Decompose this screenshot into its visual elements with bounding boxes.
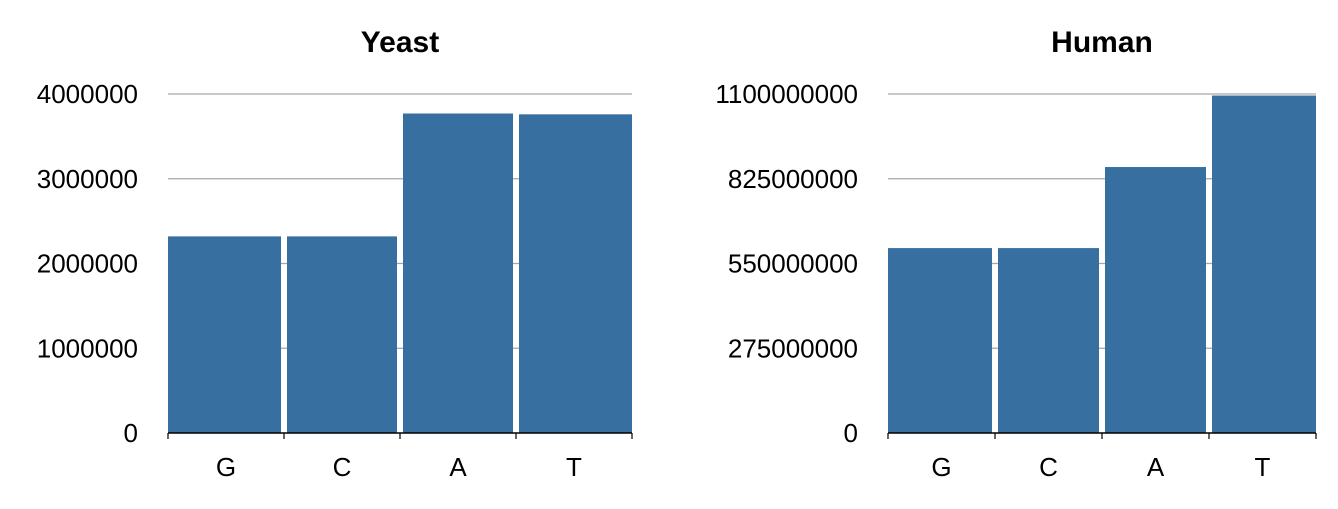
y-tick-label: 0 bbox=[124, 418, 138, 448]
y-tick-label: 550000000 bbox=[728, 249, 858, 279]
x-tick-label: T bbox=[566, 452, 582, 482]
y-tick-labels: 0 1000000 2000000 3000000 4000000 bbox=[37, 79, 138, 448]
bar-c bbox=[998, 248, 1099, 433]
x-tick-label: A bbox=[1147, 452, 1165, 482]
x-tick-label: C bbox=[333, 452, 352, 482]
y-tick-label: 275000000 bbox=[728, 333, 858, 363]
x-tick-label: A bbox=[449, 452, 467, 482]
y-tick-label: 3000000 bbox=[37, 164, 138, 194]
x-axis bbox=[167, 432, 633, 439]
y-tick-label: 1000000 bbox=[37, 333, 138, 363]
bar-c bbox=[287, 236, 397, 433]
x-tick-label: G bbox=[216, 452, 236, 482]
chart-title: Yeast bbox=[361, 26, 439, 59]
x-axis bbox=[887, 432, 1317, 439]
bar-a bbox=[1105, 167, 1206, 433]
y-tick-label: 1100000000 bbox=[715, 79, 858, 109]
chart-human: 0 275000000 550000000 825000000 1100000000 G… bbox=[715, 26, 1317, 482]
x-tick-label: C bbox=[1039, 452, 1058, 482]
bar-a bbox=[403, 113, 513, 434]
bar-g bbox=[168, 236, 281, 433]
y-tick-labels: 0 275000000 550000000 825000000 1100000000 bbox=[715, 79, 858, 448]
bars bbox=[168, 113, 632, 434]
bar-t bbox=[1212, 95, 1316, 434]
x-tick-label: T bbox=[1255, 452, 1271, 482]
x-tick-label: G bbox=[931, 452, 951, 482]
chart-yeast: 0 1000000 2000000 3000000 4000000 G C A T Yeast bbox=[37, 26, 633, 482]
bar-g bbox=[888, 248, 992, 433]
chart-title: Human bbox=[1051, 26, 1153, 59]
y-tick-label: 825000000 bbox=[728, 164, 858, 194]
bars bbox=[888, 95, 1316, 434]
y-tick-label: 0 bbox=[844, 418, 858, 448]
y-tick-label: 2000000 bbox=[37, 249, 138, 279]
bar-t bbox=[519, 114, 632, 433]
y-tick-label: 4000000 bbox=[37, 79, 138, 109]
